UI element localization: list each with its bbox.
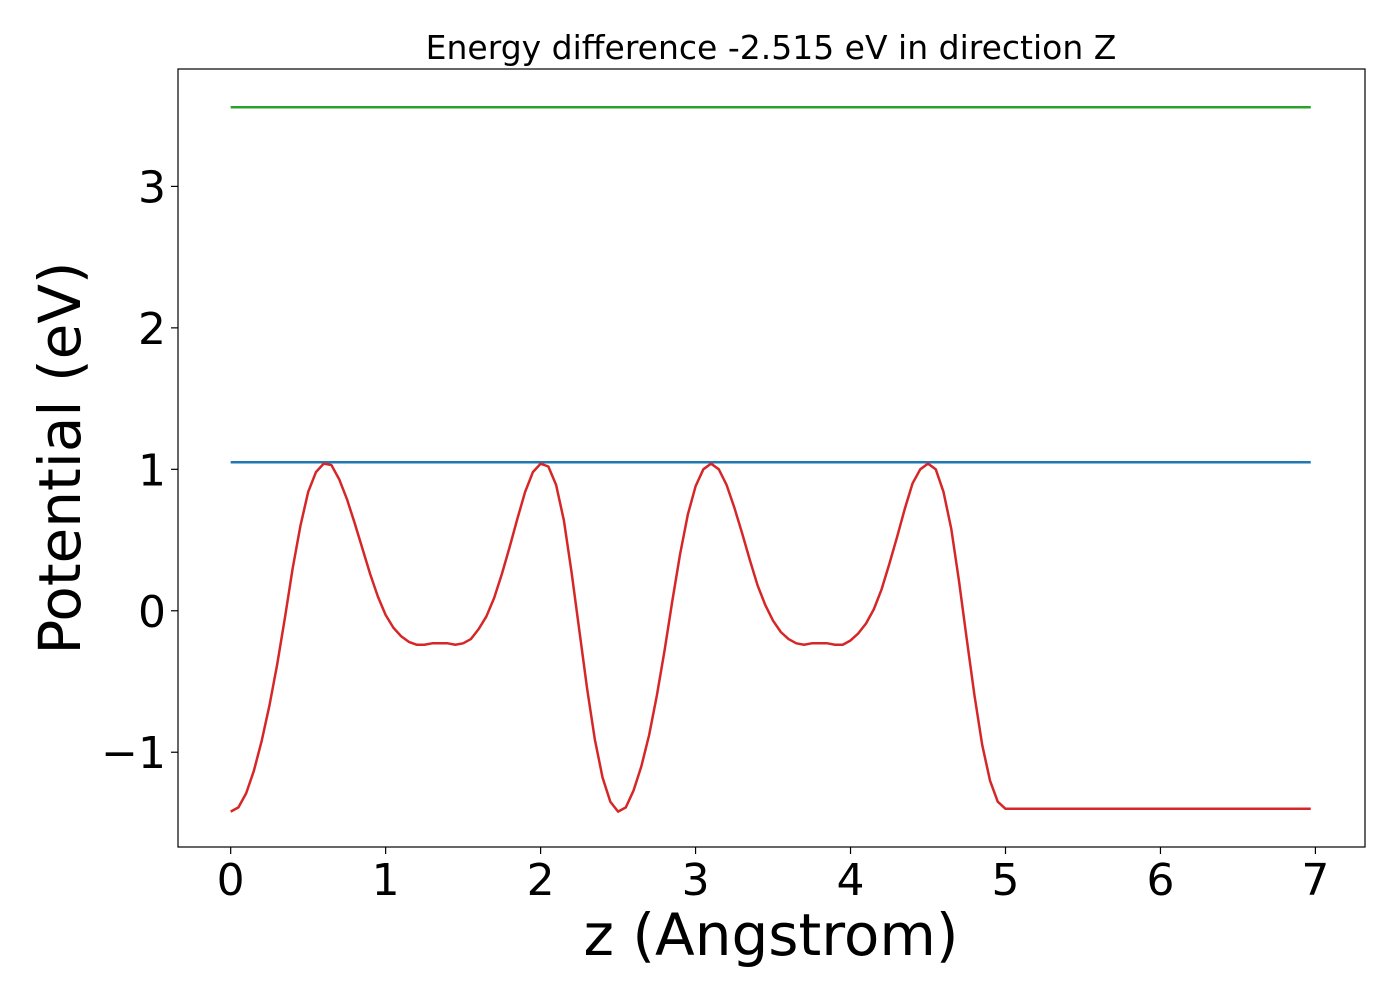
series-line-2 xyxy=(230,462,1311,813)
x-tick-label: 1 xyxy=(372,855,400,906)
x-tick-label: 2 xyxy=(527,855,555,906)
x-tick-label: 0 xyxy=(217,855,245,906)
y-tick-label: 2 xyxy=(138,304,166,355)
plot-frame xyxy=(177,68,1366,848)
x-tick-label: 6 xyxy=(1146,855,1174,906)
series-layer xyxy=(230,105,1311,813)
x-tick-label: 5 xyxy=(991,855,1019,906)
x-tick-label: 3 xyxy=(682,855,710,906)
y-axis-label: Potential (eV) xyxy=(26,261,94,654)
y-tick-label: −1 xyxy=(101,728,166,779)
chart-title: Energy difference -2.515 eV in direction… xyxy=(426,28,1117,67)
x-axis-label: z (Angstrom) xyxy=(584,901,959,969)
y-axis-ticks: −1 0 1 2 3 xyxy=(101,162,178,779)
x-axis-ticks: 0 1 2 3 4 5 6 7 xyxy=(217,847,1329,906)
y-tick-label: 3 xyxy=(138,162,166,213)
x-tick-label: 7 xyxy=(1301,855,1329,906)
x-tick-label: 4 xyxy=(837,855,865,906)
y-tick-label: 0 xyxy=(138,587,166,638)
y-tick-label: 1 xyxy=(138,445,166,496)
